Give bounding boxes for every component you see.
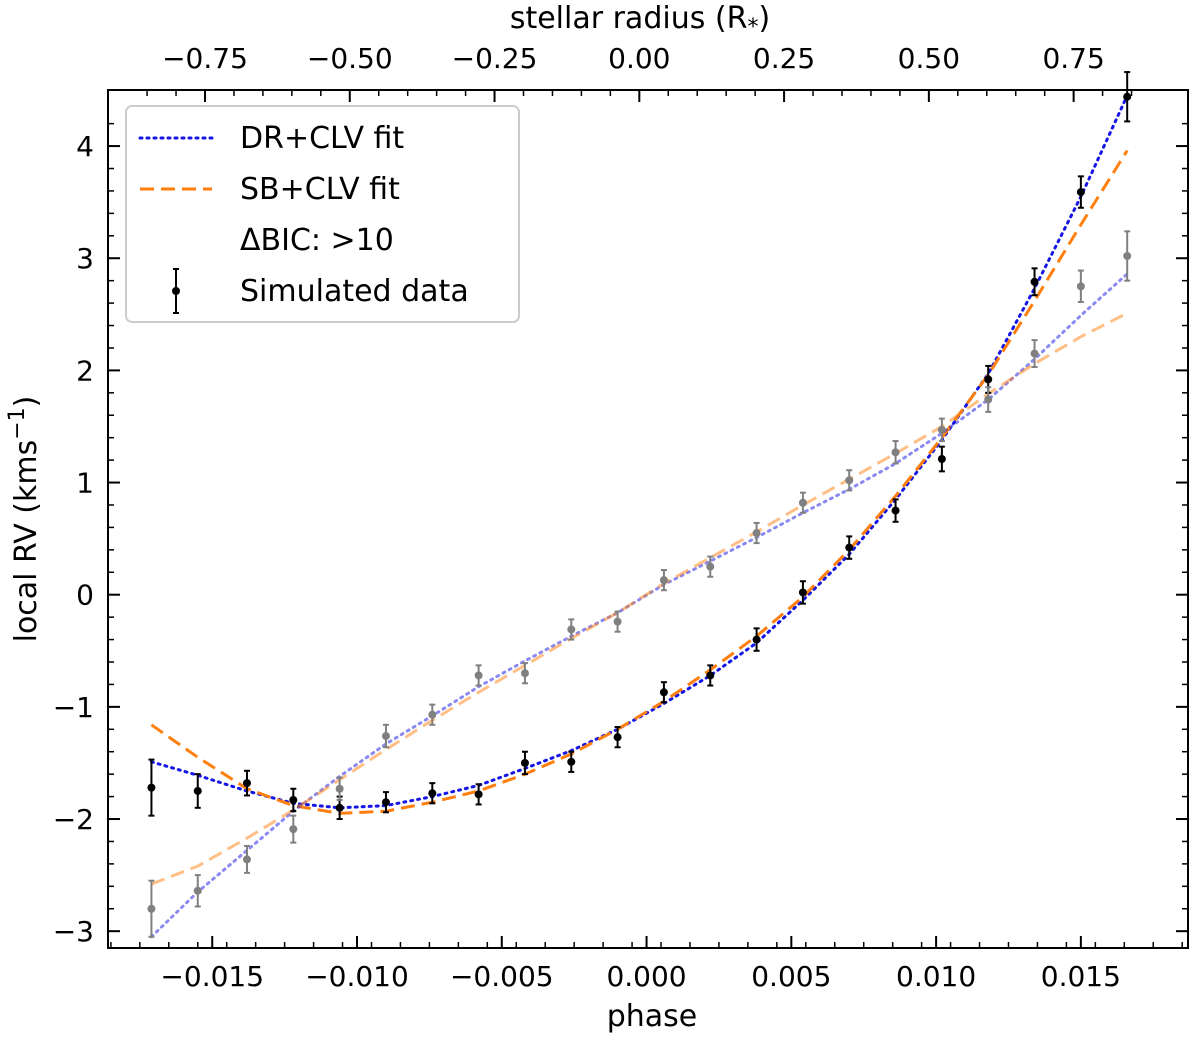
data-point: [1030, 349, 1039, 358]
top-x-axis-title-main: stellar radius (R: [510, 1, 748, 36]
x-tick-label: −0.015: [160, 960, 264, 993]
data-point: [798, 498, 807, 507]
legend-label: DR+CLV fit: [240, 121, 404, 156]
legend-swatch-point: [172, 287, 180, 295]
data-point: [289, 795, 298, 804]
data-point: [193, 786, 202, 795]
data-point: [474, 671, 483, 680]
data-point: [147, 783, 156, 792]
top-tick-label: −0.50: [307, 42, 393, 75]
top-x-axis-title-sub: *: [747, 15, 758, 40]
legend-label: SB+CLV fit: [240, 172, 400, 207]
plot-frame: [107, 89, 1189, 949]
data-point: [474, 790, 483, 799]
data-point: [1030, 277, 1039, 286]
data-point: [706, 671, 715, 680]
data-point: [381, 732, 390, 741]
legend-box: [125, 105, 520, 323]
tick-labels: −0.015 −0.010 −0.005 0.000 0.005 0.010 0.015−3…: [53, 42, 1121, 993]
data-point: [520, 669, 529, 678]
data-point: [937, 454, 946, 463]
fit-line-3: [150, 311, 1128, 886]
data-point: [242, 855, 251, 864]
top-tick-label: 0.00: [608, 42, 670, 75]
legend-entry: DR+CLV fit: [138, 121, 404, 156]
data-point: [891, 448, 900, 457]
data-point: [1076, 188, 1085, 197]
x-axis-title: phase: [607, 999, 698, 1034]
x-tick-label: 0.015: [1041, 960, 1121, 993]
top-tick-label: −0.25: [452, 42, 538, 75]
data-point: [428, 789, 437, 798]
top-tick-label: 0.25: [753, 42, 815, 75]
legend: DR+CLV fit SB+CLV fit ΔBIC: >10 Simulated d…: [125, 105, 520, 323]
data-points-layer: [147, 71, 1132, 938]
data-point: [242, 779, 251, 788]
data-point: [984, 395, 993, 404]
legend-entry: SB+CLV fit: [140, 172, 400, 207]
legend-entry: Simulated data: [172, 268, 469, 314]
top-tick-label: −0.75: [162, 42, 248, 75]
data-point: [520, 758, 529, 767]
x-tick-label: 0.000: [606, 960, 686, 993]
data-point: [567, 625, 576, 634]
x-tick-label: 0.010: [896, 960, 976, 993]
data-point: [752, 529, 761, 538]
y-tick-label: 4: [76, 130, 94, 163]
y-tick-label: 3: [76, 242, 94, 275]
y-tick-label: −2: [53, 803, 94, 836]
data-point: [845, 476, 854, 485]
data-point: [659, 576, 668, 585]
y-tick-label: 0: [76, 579, 94, 612]
data-point: [613, 617, 622, 626]
data-point: [845, 543, 854, 552]
y-axis-title-sup: −1: [5, 407, 30, 439]
top-x-axis-title-close: ): [758, 1, 770, 36]
data-point: [937, 425, 946, 434]
legend-label: ΔBIC: >10: [240, 223, 394, 258]
y-axis-title-main: local RV (kms: [9, 440, 44, 643]
y-axis-title: local RV (kms−1): [5, 396, 44, 643]
data-point: [567, 757, 576, 766]
series-layer: [149, 94, 1129, 939]
y-tick-label: 1: [76, 467, 94, 500]
top-tick-label: 0.75: [1042, 42, 1104, 75]
legend-entry: ΔBIC: >10: [240, 223, 394, 258]
data-point: [335, 784, 344, 793]
data-point: [289, 825, 298, 834]
data-point: [147, 904, 156, 913]
x-tick-label: 0.005: [751, 960, 831, 993]
y-tick-label: −1: [53, 691, 94, 724]
data-point: [613, 733, 622, 742]
y-tick-label: −3: [53, 915, 94, 948]
top-x-axis-title: stellar radius (R*): [510, 1, 770, 40]
top-tick-label: 0.50: [898, 42, 960, 75]
data-point: [381, 798, 390, 807]
data-point: [1076, 282, 1085, 291]
data-point: [193, 886, 202, 895]
y-tick-label: 2: [76, 354, 94, 387]
x-tick-label: −0.005: [450, 960, 554, 993]
data-point: [891, 506, 900, 515]
data-point: [798, 588, 807, 597]
data-point: [335, 803, 344, 812]
data-point: [706, 562, 715, 571]
data-point: [1123, 92, 1132, 101]
data-point: [984, 375, 993, 384]
data-point: [1123, 251, 1132, 260]
fit-line-2: [149, 272, 1129, 939]
data-point: [428, 710, 437, 719]
data-point: [752, 635, 761, 644]
y-axis-title-close: ): [9, 396, 44, 408]
fit-line-1: [150, 149, 1129, 815]
legend-label: Simulated data: [240, 274, 469, 309]
data-point: [659, 688, 668, 697]
x-tick-label: −0.010: [305, 960, 409, 993]
